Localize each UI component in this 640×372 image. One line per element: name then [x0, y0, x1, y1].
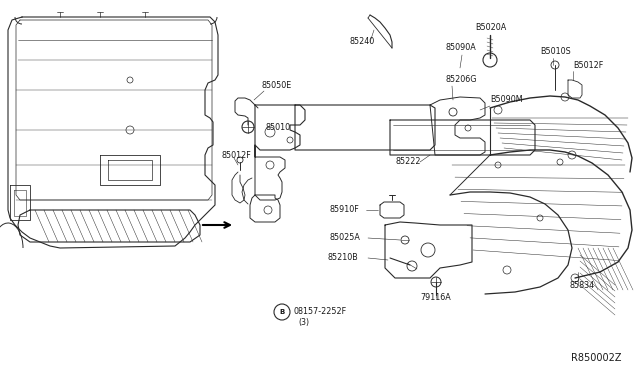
Text: 85222: 85222 — [395, 157, 420, 167]
Text: 79116A: 79116A — [420, 294, 451, 302]
Text: 85010: 85010 — [265, 124, 290, 132]
Text: 85910F: 85910F — [330, 205, 360, 215]
Text: B5020A: B5020A — [475, 23, 506, 32]
Text: 85025A: 85025A — [330, 234, 361, 243]
Text: R850002Z: R850002Z — [572, 353, 622, 363]
Text: 85050E: 85050E — [262, 80, 292, 90]
Text: 85240: 85240 — [350, 38, 375, 46]
Text: 85210B: 85210B — [328, 253, 359, 262]
Text: 85090A: 85090A — [445, 44, 476, 52]
Text: 08157-2252F: 08157-2252F — [293, 308, 346, 317]
Text: 85206G: 85206G — [445, 76, 477, 84]
Text: 85012F: 85012F — [222, 151, 252, 160]
Text: B: B — [280, 309, 285, 315]
Text: B5090M: B5090M — [490, 96, 523, 105]
Text: B5012F: B5012F — [573, 61, 604, 70]
Text: (3): (3) — [298, 317, 309, 327]
Text: B5010S: B5010S — [540, 48, 571, 57]
Text: 85834: 85834 — [570, 280, 595, 289]
